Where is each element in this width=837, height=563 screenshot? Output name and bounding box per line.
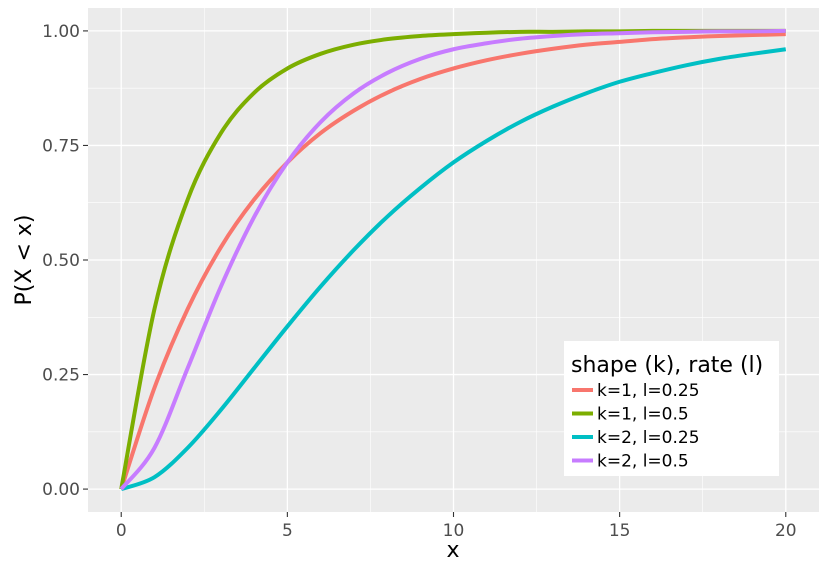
legend-label-3: k=2, l=0.25 [597,428,700,448]
legend-items: k=1, l=0.25 k=1, l=0.5 k=2, l=0.25 k=2, l=0… [572,381,700,472]
legend-title: shape (k), rate (l) [571,353,763,378]
series-lines [119,28,787,491]
x-axis: 0 5 10 15 20 [116,512,797,541]
x-tick-label: 20 [775,521,797,541]
x-tick-label: 0 [116,521,127,541]
y-tick-label: 0.00 [42,480,80,500]
legend-background [564,341,779,476]
x-tick-label: 10 [443,521,465,541]
series-line-3 [120,47,787,491]
y-tick-label: 1.00 [42,22,80,42]
legend-label-1: k=1, l=0.25 [597,381,700,401]
y-axis-title: P(X < x) [12,215,37,306]
legend: shape (k), rate (l) k=1, l=0.25k=1, l=0.… [564,341,779,476]
series-line-4 [119,28,786,491]
y-tick-label: 0.75 [42,136,80,156]
x-axis-title: x [446,538,459,563]
legend-label-4: k=2, l=0.5 [597,452,689,472]
legend-label-2: k=1, l=0.5 [597,405,689,425]
x-tick-label: 5 [282,521,293,541]
y-axis: 0.00 0.25 0.50 0.75 1.00 [42,22,88,500]
y-tick-label: 0.25 [42,366,80,386]
y-tick-label: 0.50 [42,251,80,271]
x-tick-label: 15 [609,521,631,541]
series-line-1 [119,32,786,490]
